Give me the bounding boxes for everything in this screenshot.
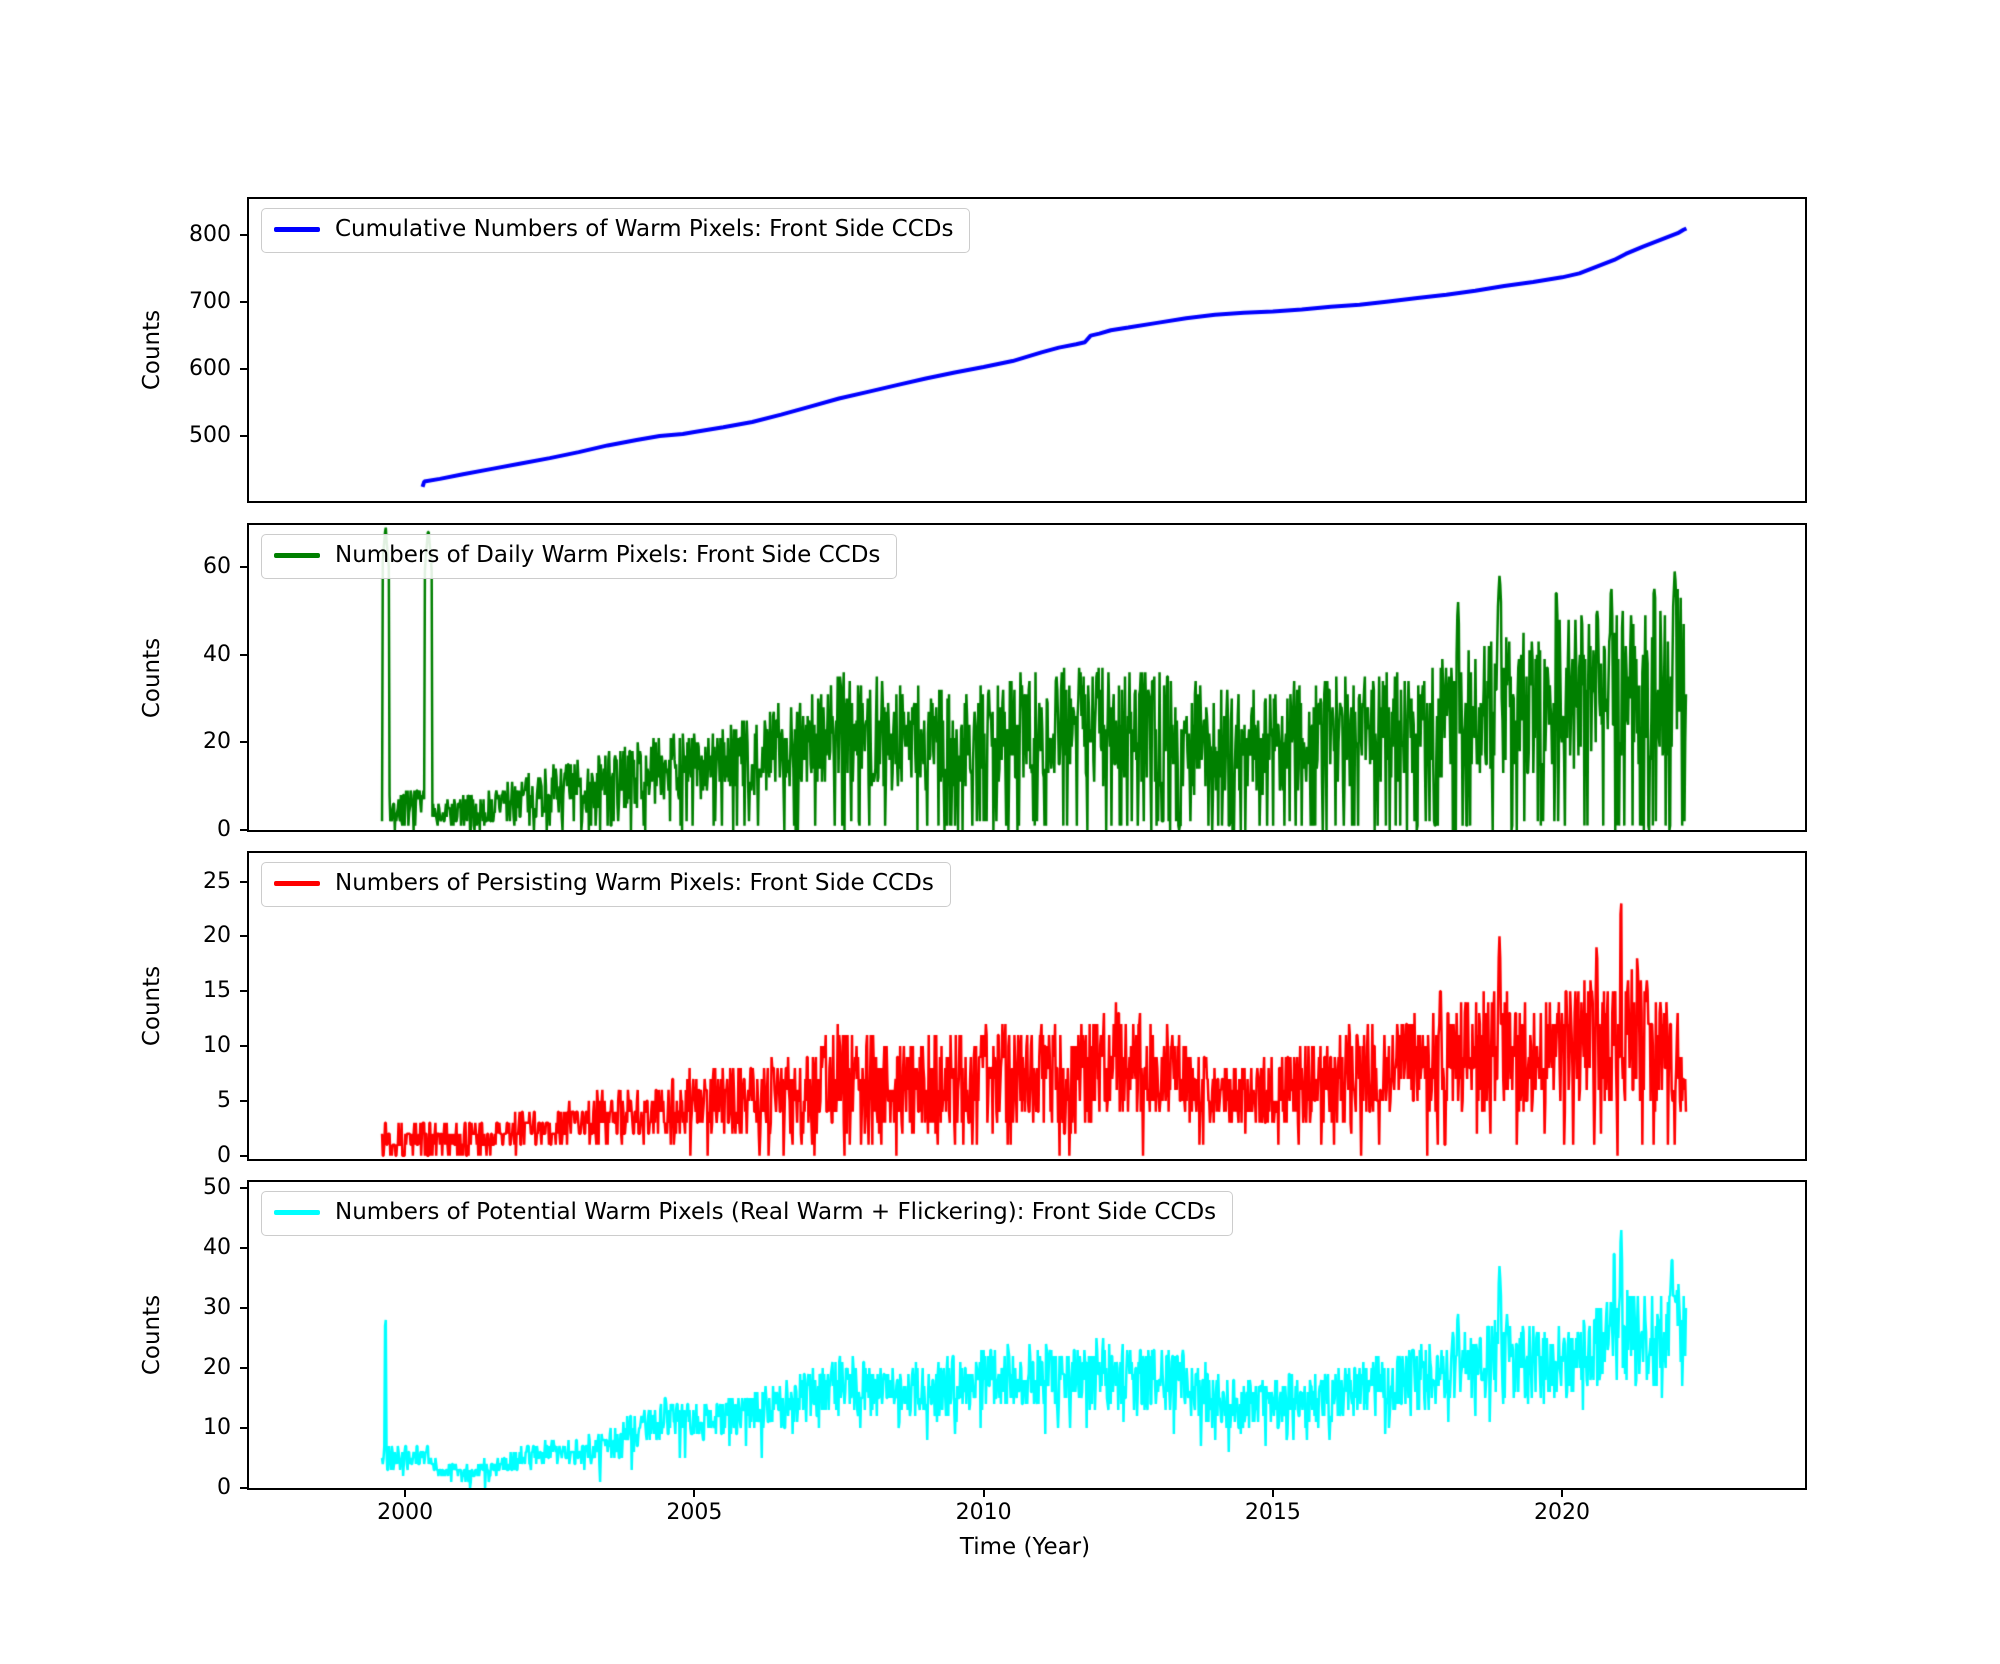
y-tick-mark bbox=[240, 1427, 247, 1429]
x-tick-mark bbox=[693, 1490, 696, 1497]
legend-potential: Numbers of Potential Warm Pixels (Real W… bbox=[261, 1191, 1234, 1236]
legend-persisting: Numbers of Persisting Warm Pixels: Front… bbox=[261, 862, 951, 907]
x-tick-label: 2010 bbox=[955, 1500, 1012, 1525]
y-tick-label: 500 bbox=[189, 423, 231, 449]
y-tick-label: 10 bbox=[203, 1415, 231, 1440]
y-tick-label: 800 bbox=[189, 222, 231, 248]
x-tick-mark bbox=[1271, 1490, 1274, 1497]
y-tick-label: 40 bbox=[203, 1235, 231, 1260]
subplot-potential-warm-pixels: Counts Numbers of Potential Warm Pixels … bbox=[139, 1175, 1807, 1525]
x-axis-label: Time (Year) bbox=[959, 1534, 1091, 1560]
y-tick-mark bbox=[240, 935, 247, 938]
legend-line-sample bbox=[274, 227, 320, 233]
y-tick-label: 600 bbox=[189, 356, 231, 382]
y-tick-mark bbox=[240, 1154, 247, 1157]
y-tick-mark bbox=[240, 1487, 247, 1489]
y-tick-mark bbox=[240, 653, 247, 656]
y-tick-label: 60 bbox=[203, 554, 231, 580]
y-axis-label: Counts bbox=[139, 637, 165, 718]
legend-line-sample bbox=[274, 881, 320, 887]
y-tick-mark bbox=[240, 1307, 247, 1309]
y-tick-mark bbox=[240, 1367, 247, 1369]
y-tick-mark bbox=[240, 1187, 247, 1189]
y-tick-mark bbox=[240, 829, 247, 831]
x-tick-label: 2015 bbox=[1244, 1500, 1301, 1525]
y-axis-label: Counts bbox=[139, 965, 165, 1047]
y-tick-label: 20 bbox=[203, 923, 231, 949]
y-tick-mark bbox=[240, 1247, 247, 1249]
y-tick-mark bbox=[240, 1045, 247, 1048]
legend-label: Numbers of Persisting Warm Pixels: Front… bbox=[335, 870, 934, 896]
y-tick-mark bbox=[240, 566, 247, 569]
legend-cumulative: Cumulative Numbers of Warm Pixels: Front… bbox=[261, 208, 971, 253]
y-tick-mark bbox=[240, 1099, 247, 1102]
y-tick-mark bbox=[240, 435, 247, 438]
y-tick-label: 40 bbox=[203, 641, 231, 667]
y-tick-mark bbox=[240, 990, 247, 993]
legend-line-sample bbox=[274, 1210, 320, 1216]
y-tick-label: 20 bbox=[203, 729, 231, 755]
legend-label: Numbers of Potential Warm Pixels (Real W… bbox=[335, 1199, 1217, 1225]
y-tick-label: 15 bbox=[203, 978, 231, 1004]
y-tick-label: 25 bbox=[203, 868, 231, 894]
x-tick-label: 2005 bbox=[666, 1500, 723, 1525]
x-tick-mark bbox=[1561, 1490, 1564, 1497]
y-tick-mark bbox=[240, 368, 247, 371]
legend-line-sample bbox=[274, 553, 320, 559]
y-tick-label: 5 bbox=[217, 1087, 231, 1113]
y-tick-label: 700 bbox=[189, 289, 231, 315]
y-tick-mark bbox=[240, 741, 247, 744]
legend-label: Numbers of Daily Warm Pixels: Front Side… bbox=[335, 542, 881, 568]
x-tick-mark bbox=[404, 1490, 407, 1497]
legend-daily: Numbers of Daily Warm Pixels: Front Side… bbox=[261, 534, 898, 579]
y-tick-label: 0 bbox=[217, 1142, 231, 1168]
subplot-cumulative-warm-pixels: Counts Cumulative Numbers of Warm Pixels… bbox=[139, 197, 1807, 503]
x-tick-label: 2020 bbox=[1534, 1500, 1591, 1525]
y-axis-label: Counts bbox=[139, 309, 165, 391]
y-tick-mark bbox=[240, 301, 247, 304]
subplot-persisting-warm-pixels: Counts Numbers of Persisting Warm Pixels… bbox=[139, 851, 1807, 1168]
y-tick-label: 10 bbox=[203, 1033, 231, 1059]
y-tick-label: 0 bbox=[217, 1475, 231, 1500]
x-tick-mark bbox=[982, 1490, 985, 1497]
legend-label: Cumulative Numbers of Warm Pixels: Front… bbox=[335, 216, 954, 242]
x-tick-label: 2000 bbox=[377, 1500, 434, 1525]
y-tick-label: 30 bbox=[203, 1295, 231, 1320]
y-tick-mark bbox=[240, 234, 247, 237]
y-tick-label: 50 bbox=[203, 1175, 231, 1200]
y-tick-label: 20 bbox=[203, 1355, 231, 1380]
subplot-daily-warm-pixels: Counts Numbers of Daily Warm Pixels: Fro… bbox=[139, 523, 1807, 842]
y-tick-mark bbox=[240, 880, 247, 883]
y-axis-label: Counts bbox=[139, 1294, 165, 1376]
y-tick-label: 0 bbox=[217, 817, 231, 842]
